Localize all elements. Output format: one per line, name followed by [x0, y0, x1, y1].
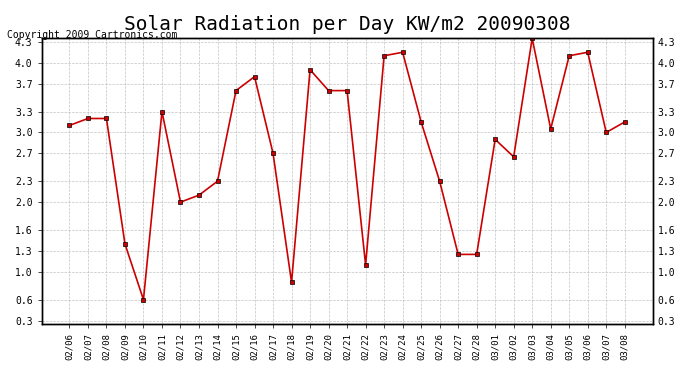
Text: Copyright 2009 Cartronics.com: Copyright 2009 Cartronics.com	[7, 30, 177, 39]
Title: Solar Radiation per Day KW/m2 20090308: Solar Radiation per Day KW/m2 20090308	[124, 15, 571, 34]
